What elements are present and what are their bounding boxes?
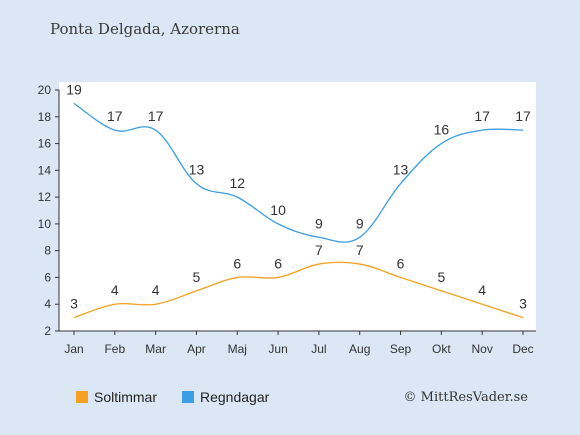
data-label-soltimmar: 3 xyxy=(70,296,78,312)
x-tick-label: Jan xyxy=(64,342,83,356)
data-label-regndagar: 19 xyxy=(66,81,82,97)
data-label-regndagar: 13 xyxy=(189,162,205,178)
data-label-regndagar: 17 xyxy=(474,108,490,124)
data-label-soltimmar: 4 xyxy=(152,282,160,298)
y-tick-label: 2 xyxy=(44,324,51,338)
data-label-soltimmar: 6 xyxy=(233,255,241,271)
x-tick-label: Apr xyxy=(187,342,206,356)
legend-label-regndagar: Regndagar xyxy=(200,389,270,405)
data-label-soltimmar: 5 xyxy=(193,269,201,285)
legend-item-regndagar: Regndagar xyxy=(182,389,269,405)
x-tick-label: Aug xyxy=(349,342,370,356)
data-label-regndagar: 17 xyxy=(515,108,531,124)
y-tick-label: 18 xyxy=(38,110,52,124)
y-tick-label: 4 xyxy=(44,297,51,311)
x-tick-label: Mar xyxy=(145,342,166,356)
x-tick-label: Jun xyxy=(268,342,287,356)
y-tick-label: 6 xyxy=(44,270,51,284)
y-tick-label: 16 xyxy=(38,137,52,151)
legend-item-soltimmar: Soltimmar xyxy=(76,389,157,405)
data-label-soltimmar: 5 xyxy=(437,269,445,285)
data-label-regndagar: 10 xyxy=(270,202,286,218)
series-line-soltimmar xyxy=(73,261,524,319)
data-label-regndagar: 13 xyxy=(393,162,409,178)
y-tick-label: 8 xyxy=(44,244,51,258)
x-tick-label: Dec xyxy=(512,342,533,356)
legend-swatch-soltimmar xyxy=(76,391,88,403)
y-tick-label: 12 xyxy=(38,190,52,204)
legend-label-soltimmar: Soltimmar xyxy=(94,389,158,405)
data-label-soltimmar: 3 xyxy=(519,296,527,312)
y-tick-label: 14 xyxy=(38,163,52,177)
x-tick-label: Nov xyxy=(472,342,493,356)
credit-text: © MittResVader.se xyxy=(403,390,528,405)
y-tick-label: 10 xyxy=(38,217,52,231)
series-line-regndagar xyxy=(73,102,524,243)
x-tick-label: Okt xyxy=(432,342,451,356)
data-label-regndagar: 16 xyxy=(434,122,450,138)
legend-swatch-regndagar xyxy=(182,391,194,403)
data-label-regndagar: 17 xyxy=(148,108,164,124)
data-label-soltimmar: 7 xyxy=(356,242,364,258)
data-label-regndagar: 9 xyxy=(356,215,364,231)
data-label-soltimmar: 6 xyxy=(274,255,282,271)
data-label-soltimmar: 7 xyxy=(315,242,323,258)
data-label-soltimmar: 6 xyxy=(397,255,405,271)
chart-title: Ponta Delgada, Azorerna xyxy=(50,20,240,38)
data-label-soltimmar: 4 xyxy=(478,282,486,298)
data-label-soltimmar: 4 xyxy=(111,282,119,298)
x-tick-label: Maj xyxy=(228,342,247,356)
plot-area xyxy=(59,82,536,331)
x-tick-label: Feb xyxy=(104,342,125,356)
data-label-regndagar: 12 xyxy=(229,175,245,191)
data-label-regndagar: 9 xyxy=(315,215,323,231)
x-tick-label: Jul xyxy=(311,342,326,356)
data-label-regndagar: 17 xyxy=(107,108,123,124)
y-tick-label: 20 xyxy=(38,83,52,97)
x-tick-label: Sep xyxy=(390,342,412,356)
